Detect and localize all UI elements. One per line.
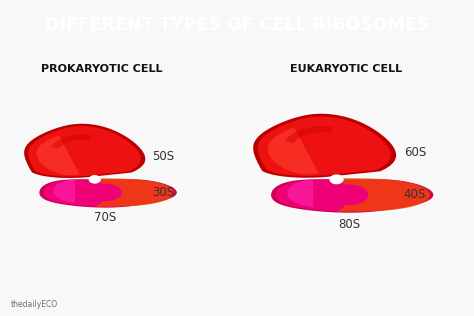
Polygon shape (53, 179, 75, 203)
Polygon shape (253, 114, 396, 178)
Polygon shape (268, 128, 319, 174)
Circle shape (90, 176, 100, 183)
Polygon shape (96, 179, 174, 207)
Text: 30S: 30S (152, 186, 174, 199)
Polygon shape (271, 179, 433, 213)
Polygon shape (338, 178, 430, 212)
Polygon shape (51, 134, 92, 149)
Circle shape (330, 175, 343, 184)
Text: 50S: 50S (152, 150, 174, 163)
Polygon shape (36, 136, 80, 175)
Text: 60S: 60S (404, 146, 426, 159)
Polygon shape (24, 124, 146, 178)
Polygon shape (287, 179, 313, 207)
Text: 70S: 70S (94, 211, 116, 224)
Text: DIFFERENT TYPES OF CELL RIBOSOMES: DIFFERENT TYPES OF CELL RIBOSOMES (45, 16, 429, 34)
Text: 80S: 80S (338, 218, 360, 231)
Text: PROKARYOTIC CELL: PROKARYOTIC CELL (41, 64, 163, 74)
Polygon shape (258, 117, 391, 176)
Text: EUKARYOTIC CELL: EUKARYOTIC CELL (290, 64, 402, 74)
Text: thedailyECO: thedailyECO (10, 300, 58, 308)
Text: 40S: 40S (404, 188, 426, 201)
Polygon shape (28, 126, 141, 177)
Polygon shape (276, 180, 428, 212)
Polygon shape (285, 126, 333, 143)
Polygon shape (39, 179, 177, 208)
Polygon shape (43, 180, 173, 207)
